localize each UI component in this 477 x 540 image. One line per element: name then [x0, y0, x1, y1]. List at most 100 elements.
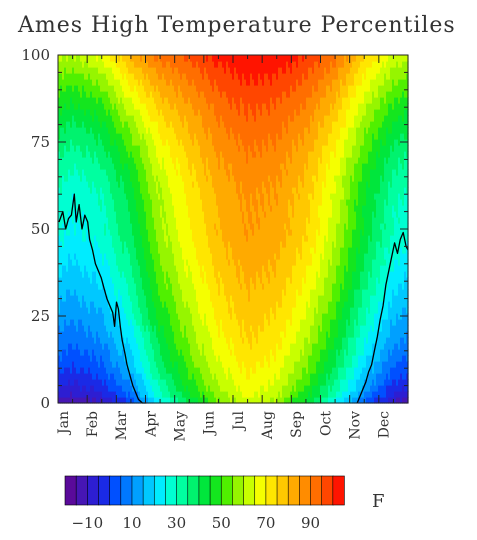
heatmap-cell: [198, 313, 201, 320]
heatmap-cell: [60, 391, 63, 398]
heatmap-cell: [212, 259, 215, 266]
heatmap-cell: [148, 295, 151, 302]
heatmap-cell: [128, 103, 131, 110]
heatmap-cell: [146, 115, 149, 122]
heatmap-cell: [180, 259, 183, 266]
heatmap-cell: [134, 241, 137, 248]
heatmap-cell: [156, 307, 159, 314]
heatmap-cell: [74, 331, 77, 338]
heatmap-cell: [134, 271, 137, 278]
heatmap-cell: [212, 319, 215, 326]
heatmap-cell: [180, 301, 183, 308]
heatmap-cell: [70, 217, 73, 224]
heatmap-cell: [108, 271, 111, 278]
heatmap-cell: [186, 103, 189, 110]
heatmap-cell: [188, 379, 191, 386]
heatmap-cell: [192, 103, 195, 110]
heatmap-cell: [98, 175, 101, 182]
heatmap-cell: [68, 133, 71, 140]
heatmap-cell: [200, 241, 203, 248]
heatmap-cell: [134, 361, 137, 368]
heatmap-cell: [78, 355, 81, 362]
heatmap-cell: [196, 241, 199, 248]
heatmap-cell: [108, 109, 111, 116]
heatmap-cell: [156, 379, 159, 386]
heatmap-cell: [106, 343, 109, 350]
heatmap-cell: [210, 133, 213, 140]
heatmap-cell: [214, 181, 217, 188]
heatmap-cell: [162, 187, 165, 194]
heatmap-cell: [158, 295, 161, 302]
heatmap-cell: [182, 115, 185, 122]
heatmap-cell: [122, 145, 125, 152]
heatmap-cell: [108, 367, 111, 374]
heatmap-cell: [122, 349, 125, 356]
heatmap-cell: [116, 313, 119, 320]
heatmap-cell: [154, 67, 157, 74]
heatmap-cell: [156, 295, 159, 302]
heatmap-cell: [106, 361, 109, 368]
heatmap-cell: [198, 247, 201, 254]
heatmap-cell: [72, 361, 75, 368]
heatmap-cell: [112, 265, 115, 272]
heatmap-cell: [202, 265, 205, 272]
heatmap-cell: [184, 241, 187, 248]
heatmap-cell: [180, 199, 183, 206]
heatmap-cell: [124, 103, 127, 110]
heatmap-cell: [212, 265, 215, 272]
heatmap-cell: [80, 385, 83, 392]
heatmap-cell: [148, 61, 151, 68]
heatmap-cell: [102, 307, 105, 314]
heatmap-cell: [210, 271, 213, 278]
heatmap-cell: [148, 79, 151, 86]
heatmap-cell: [106, 265, 109, 272]
heatmap-cell: [214, 79, 217, 86]
heatmap-cell: [60, 199, 63, 206]
heatmap-cell: [180, 343, 183, 350]
heatmap-cell: [66, 67, 69, 74]
heatmap-cell: [90, 229, 93, 236]
heatmap-cell: [182, 139, 185, 146]
heatmap-cell: [132, 169, 135, 176]
heatmap-cell: [210, 121, 213, 128]
heatmap-cell: [184, 361, 187, 368]
heatmap-cell: [164, 295, 167, 302]
heatmap-cell: [58, 229, 61, 236]
heatmap-cell: [172, 97, 175, 104]
heatmap-cell: [184, 217, 187, 224]
heatmap-cell: [182, 103, 185, 110]
heatmap-cell: [192, 139, 195, 146]
heatmap-cell: [184, 271, 187, 278]
heatmap-cell: [158, 373, 161, 380]
heatmap-cell: [80, 133, 83, 140]
heatmap-cell: [84, 169, 87, 176]
heatmap-cell: [110, 361, 113, 368]
heatmap-cell: [60, 301, 63, 308]
heatmap-cell: [72, 379, 75, 386]
heatmap-cell: [202, 67, 205, 74]
heatmap-cell: [92, 127, 95, 134]
heatmap-cell: [174, 301, 177, 308]
heatmap-cell: [120, 67, 123, 74]
heatmap-cell: [214, 193, 217, 200]
heatmap-cell: [72, 151, 75, 158]
heatmap-cell: [156, 283, 159, 290]
heatmap-cell: [156, 223, 159, 230]
heatmap-cell: [190, 355, 193, 362]
heatmap-cell: [160, 313, 163, 320]
heatmap-cell: [204, 115, 207, 122]
heatmap-cell: [90, 145, 93, 152]
heatmap-cell: [102, 121, 105, 128]
heatmap-cell: [150, 319, 153, 326]
heatmap-cell: [190, 175, 193, 182]
heatmap-cell: [94, 163, 97, 170]
heatmap-cell: [74, 115, 77, 122]
heatmap-cell: [94, 115, 97, 122]
heatmap-cell: [66, 385, 69, 392]
heatmap-cell: [76, 55, 79, 62]
heatmap-cell: [130, 391, 133, 398]
heatmap-cell: [160, 163, 163, 170]
heatmap-cell: [176, 385, 179, 392]
heatmap-cell: [172, 121, 175, 128]
heatmap-cell: [138, 277, 141, 284]
